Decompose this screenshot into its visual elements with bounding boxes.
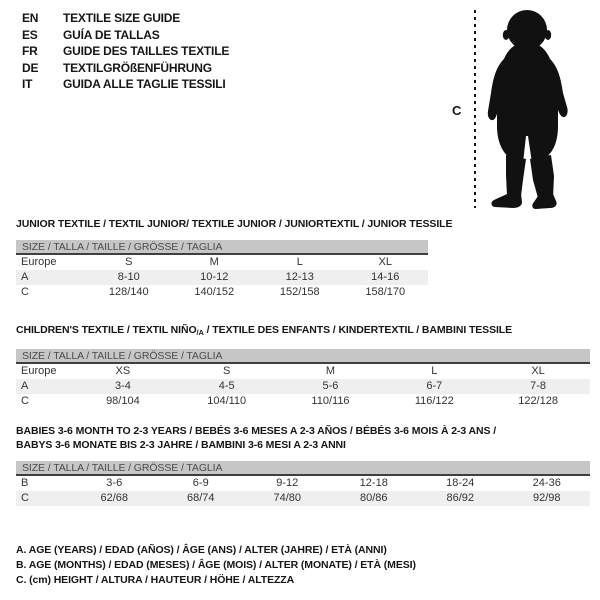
language-code: IT: [22, 77, 33, 92]
language-row: FR GUIDE DES TAILLES TEXTILE: [22, 43, 229, 60]
size-header-bar: SIZE / TALLA / TAILLE / GRÖSSE / TAGLIA: [16, 461, 590, 476]
table-title-part: / TEXTILE DES ENFANTS / KINDERTEXTIL / B…: [203, 324, 513, 336]
row-value: 86/92: [446, 492, 475, 504]
language-row: IT GUIDA ALLE TAGLIE TESSILI: [22, 76, 229, 93]
row-value: 8-10: [117, 271, 140, 283]
table-section: BABIES 3-6 MONTH TO 2-3 YEARS / BEBÉS 3-…: [16, 424, 590, 506]
table-title: JUNIOR TEXTILE / TEXTIL JUNIOR/ TEXTILE …: [16, 217, 452, 231]
size-header-bar: SIZE / TALLA / TAILLE / GRÖSSE / TAGLIA: [16, 349, 590, 364]
row-label: Europe: [21, 256, 57, 268]
row-label: C: [21, 492, 29, 504]
table-row: C 62/68 68/74 74/80 80/86 86/92 92/98: [16, 491, 590, 506]
language-row: EN TEXTILE SIZE GUIDE: [22, 10, 229, 27]
row-value: 10-12: [200, 271, 229, 283]
footnote: B. AGE (MONTHS) / EDAD (MESES) / ÂGE (MO…: [16, 559, 416, 571]
table-title-part: CHILDREN'S TEXTILE / TEXTIL NIÑO: [16, 324, 197, 336]
table-row: C 98/104 104/110 110/116 116/122 122/128: [16, 394, 590, 409]
language-row: DE TEXTILGRÖßENFÜHRUNG: [22, 60, 229, 77]
table-title-part: JUNIOR TEXTILE / TEXTIL JUNIOR/ TEXTILE …: [16, 218, 453, 230]
row-value: S: [125, 256, 133, 268]
row-label: A: [21, 380, 29, 392]
table-row: B 3-6 6-9 9-12 12-18 18-24 24-36: [16, 476, 590, 491]
table-row: A 8-10 10-12 12-13 14-16: [16, 270, 428, 285]
row-value: 3-4: [114, 380, 131, 392]
row-value: 68/74: [186, 492, 215, 504]
height-label: C: [452, 103, 462, 118]
table-row: Europe S M L XL: [16, 255, 428, 270]
row-value: 74/80: [273, 492, 302, 504]
row-value: 4-5: [218, 380, 235, 392]
table-row: Europe XS S M L XL: [16, 364, 590, 379]
row-value: 3-6: [106, 477, 123, 489]
row-value: XL: [531, 365, 545, 377]
table-row: C 128/140 140/152 152/158 158/170: [16, 285, 428, 300]
row-value: 14-16: [371, 271, 400, 283]
row-value: 116/122: [414, 395, 454, 407]
row-value: XS: [115, 365, 131, 377]
table-title-part: /A: [196, 328, 204, 337]
table-row: A 3-4 4-5 5-6 6-7 7-8: [16, 379, 590, 394]
row-value: 9-12: [276, 477, 299, 489]
row-label: C: [21, 395, 29, 407]
row-value: 6-7: [426, 380, 443, 392]
row-value: 18-24: [446, 477, 475, 489]
table-section: CHILDREN'S TEXTILE / TEXTIL NIÑO/A / TEX…: [16, 323, 590, 409]
language-code: DE: [22, 60, 39, 75]
language-code: ES: [22, 27, 38, 42]
language-name: TEXTILE SIZE GUIDE: [63, 11, 181, 26]
height-dotted-line: [474, 10, 476, 208]
row-value: 62/68: [100, 492, 129, 504]
row-value: M: [325, 365, 336, 377]
language-name: TEXTILGRÖßENFÜHRUNG: [63, 60, 212, 75]
footnotes: A. AGE (YEARS) / EDAD (AÑOS) / ÂGE (ANS)…: [16, 543, 416, 588]
row-label: B: [21, 477, 29, 489]
row-value: 98/104: [106, 395, 140, 407]
row-value: XL: [378, 256, 392, 268]
row-label: A: [21, 271, 29, 283]
language-code: EN: [22, 11, 39, 26]
language-name: GUÍA DE TALLAS: [63, 27, 160, 42]
row-value: 158/170: [365, 286, 406, 298]
row-label: C: [21, 286, 29, 298]
language-list: EN TEXTILE SIZE GUIDE ES GUÍA DE TALLAS FR GU…: [22, 10, 229, 93]
size-header-bar: SIZE / TALLA / TAILLE / GRÖSSE / TAGLIA: [16, 240, 428, 255]
row-value: 128/140: [108, 286, 149, 298]
row-value: L: [431, 365, 438, 377]
row-value: 5-6: [322, 380, 339, 392]
row-value: 104/110: [207, 395, 247, 407]
language-name: GUIDA ALLE TAGLIE TESSILI: [63, 77, 226, 92]
language-name: GUIDE DES TAILLES TEXTILE: [63, 44, 230, 59]
table-section: JUNIOR TEXTILE / TEXTIL JUNIOR/ TEXTILE …: [16, 217, 452, 300]
row-value: 12-18: [359, 477, 388, 489]
row-value: 24-36: [532, 477, 561, 489]
baby-silhouette-icon: [487, 10, 568, 209]
row-value: 92/98: [532, 492, 561, 504]
row-value: 12-13: [285, 271, 314, 283]
footnote: A. AGE (YEARS) / EDAD (AÑOS) / ÂGE (ANS)…: [16, 544, 387, 556]
row-value: L: [296, 256, 303, 268]
row-value: 110/116: [311, 395, 350, 407]
row-value: 7-8: [530, 380, 547, 392]
row-label: Europe: [21, 365, 57, 377]
language-row: ES GUÍA DE TALLAS: [22, 27, 229, 44]
table-title-part: BABIES 3-6 MONTH TO 2-3 YEARS / BEBÉS 3-…: [16, 425, 497, 451]
table-title: BABIES 3-6 MONTH TO 2-3 YEARS / BEBÉS 3-…: [16, 424, 498, 452]
row-value: M: [209, 256, 219, 268]
row-value: 6-9: [192, 477, 209, 489]
row-value: S: [223, 365, 231, 377]
row-value: 140/152: [194, 286, 235, 298]
footnote: C. (cm) HEIGHT / ALTURA / HAUTEUR / HÖHE…: [16, 574, 295, 586]
row-value: 152/158: [279, 286, 320, 298]
row-value: 122/128: [518, 395, 558, 407]
language-code: FR: [22, 44, 38, 59]
row-value: 80/86: [359, 492, 388, 504]
table-title: CHILDREN'S TEXTILE / TEXTIL NIÑO/A / TEX…: [16, 323, 590, 340]
